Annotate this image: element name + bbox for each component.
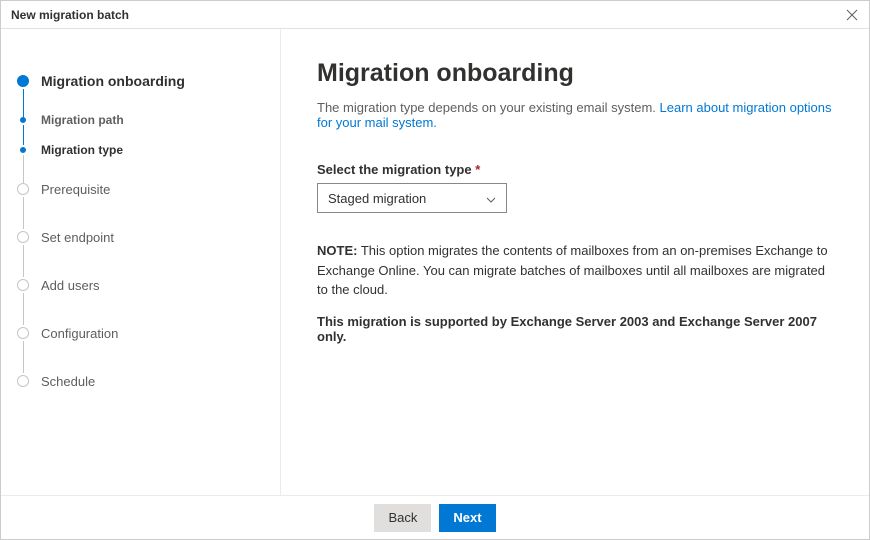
step-dot-icon	[17, 231, 29, 243]
step-add-users[interactable]: Add users	[17, 261, 280, 309]
chevron-down-icon	[486, 193, 496, 203]
support-text: This migration is supported by Exchange …	[317, 314, 833, 344]
next-button[interactable]: Next	[439, 504, 495, 532]
dialog-title: New migration batch	[11, 8, 129, 22]
step-label: Migration onboarding	[41, 73, 185, 89]
wizard-sidebar: Migration onboarding Migration path Migr…	[1, 29, 281, 495]
required-marker: *	[475, 162, 480, 177]
note-text: NOTE: This option migrates the contents …	[317, 241, 833, 300]
field-label: Select the migration type *	[317, 162, 833, 177]
field-label-text: Select the migration type	[317, 162, 472, 177]
step-label: Migration type	[41, 143, 123, 157]
step-list: Migration onboarding Migration path Migr…	[17, 57, 280, 405]
step-dot-icon	[17, 75, 29, 87]
migration-dialog: New migration batch Migration onboarding…	[0, 0, 870, 540]
note-body: This option migrates the contents of mai…	[317, 243, 828, 297]
step-label: Set endpoint	[41, 230, 114, 245]
step-set-endpoint[interactable]: Set endpoint	[17, 213, 280, 261]
main-panel: Migration onboarding The migration type …	[281, 29, 869, 495]
titlebar: New migration batch	[1, 1, 869, 29]
step-schedule[interactable]: Schedule	[17, 357, 280, 405]
step-label: Migration path	[41, 113, 124, 127]
step-label: Add users	[41, 278, 100, 293]
select-value: Staged migration	[328, 191, 426, 206]
step-label: Prerequisite	[41, 182, 110, 197]
migration-type-select[interactable]: Staged migration	[317, 183, 507, 213]
page-description: The migration type depends on your exist…	[317, 100, 833, 130]
back-button[interactable]: Back	[374, 504, 431, 532]
step-onboarding[interactable]: Migration onboarding	[17, 57, 280, 105]
dialog-footer: Back Next	[1, 495, 869, 539]
step-label: Schedule	[41, 374, 95, 389]
dialog-body: Migration onboarding Migration path Migr…	[1, 29, 869, 495]
page-heading: Migration onboarding	[317, 59, 833, 88]
description-text: The migration type depends on your exist…	[317, 100, 660, 115]
step-dot-icon	[17, 183, 29, 195]
step-migration-type[interactable]: Migration type	[17, 135, 280, 165]
step-dot-icon	[17, 327, 29, 339]
step-configuration[interactable]: Configuration	[17, 309, 280, 357]
step-prerequisite[interactable]: Prerequisite	[17, 165, 280, 213]
step-dot-icon	[20, 147, 26, 153]
step-dot-icon	[20, 117, 26, 123]
step-label: Configuration	[41, 326, 118, 341]
note-label: NOTE:	[317, 243, 357, 258]
close-icon[interactable]	[845, 8, 859, 22]
step-migration-path[interactable]: Migration path	[17, 105, 280, 135]
step-dot-icon	[17, 279, 29, 291]
step-dot-icon	[17, 375, 29, 387]
